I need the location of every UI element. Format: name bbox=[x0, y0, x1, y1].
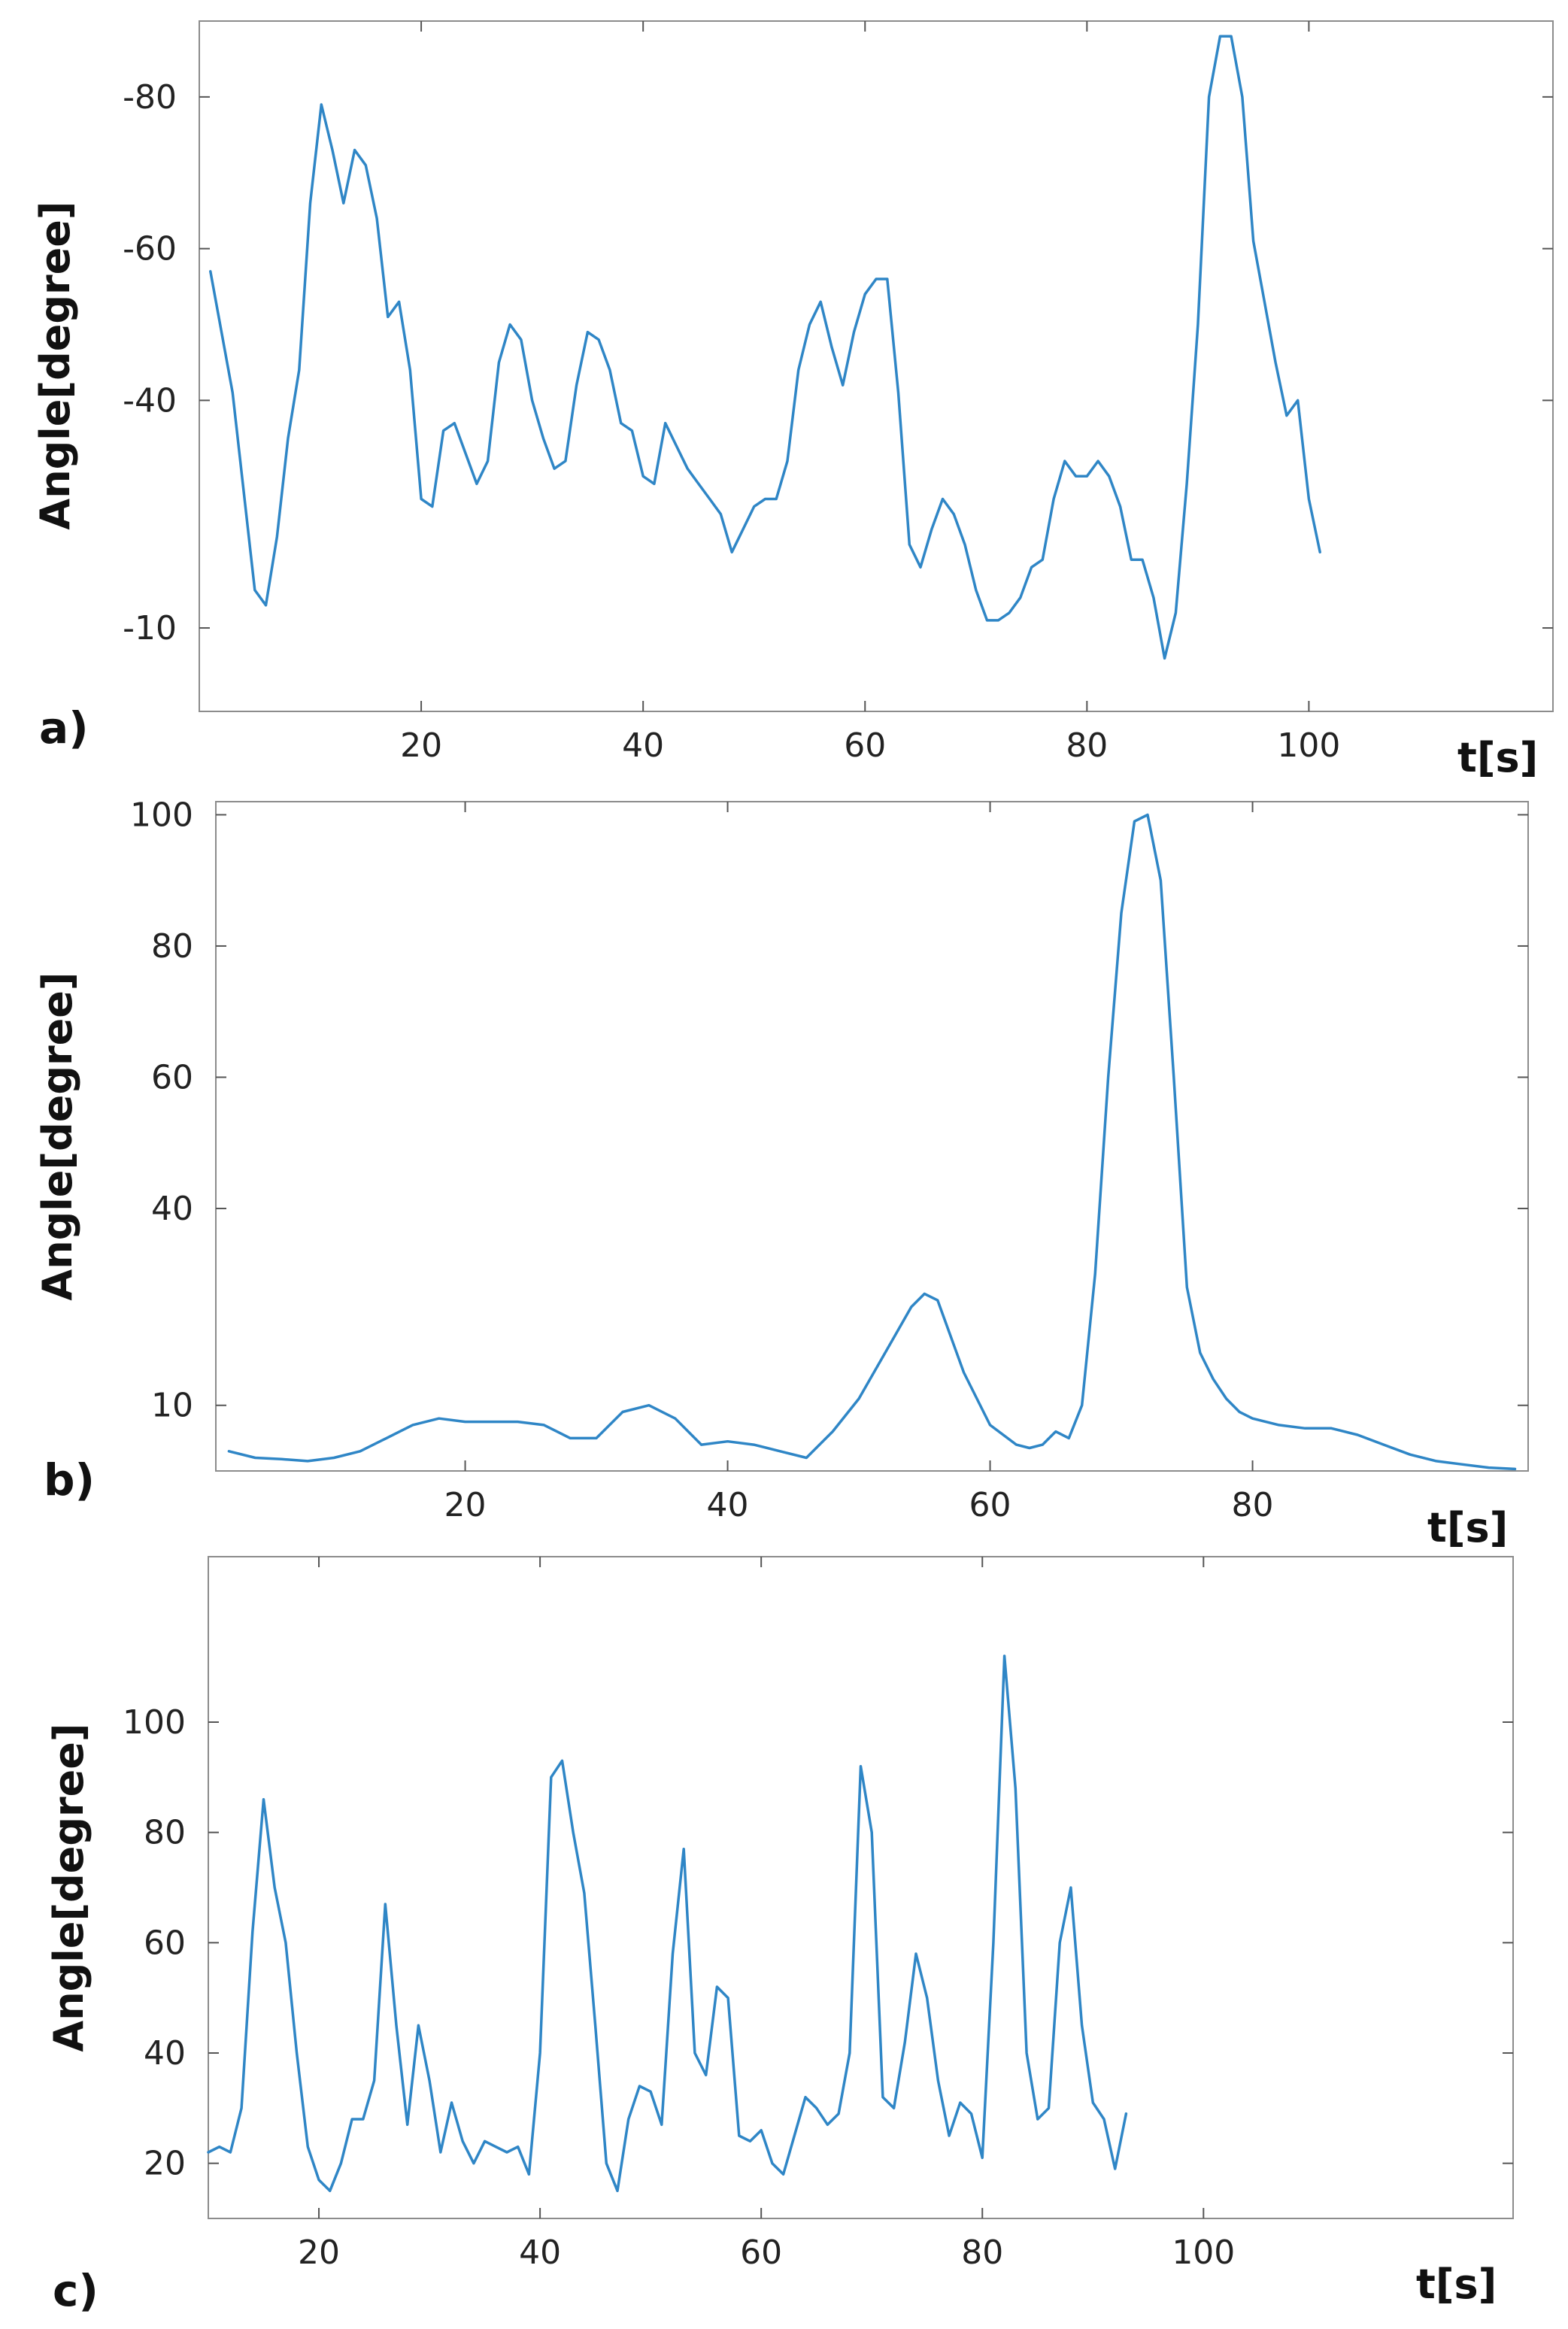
panel-a-y-axis-label: Angle[degree] bbox=[32, 201, 79, 529]
panel-a-x-tick-label: 60 bbox=[844, 726, 886, 765]
panel-c-y-tick-label: 60 bbox=[144, 1924, 186, 1962]
panel-c-x-tick-label: 40 bbox=[519, 2233, 561, 2272]
panel-c-x-tick-label: 80 bbox=[961, 2233, 1003, 2272]
panel-b-y-tick-label: 10 bbox=[151, 1387, 193, 1425]
panel-a-y-tick-label: -10 bbox=[123, 609, 177, 647]
panel-a-y-tick-label: -40 bbox=[123, 381, 177, 420]
panel-a-label: a) bbox=[39, 702, 89, 754]
panel-b: 10 40 60 80 100 20 40 60 80 Angle[degree] b) t[… bbox=[34, 796, 1529, 1551]
panel-b-angle-series bbox=[227, 813, 1517, 1471]
panel-c-x-axis-label: t[s] bbox=[1416, 2261, 1497, 2308]
panel-a-y-tick-label: -80 bbox=[123, 78, 177, 117]
panel-c: 20 40 60 80 100 20 40 60 80 100 Angle[degree] c)… bbox=[45, 1556, 1514, 2316]
panel-a-x-tick-label: 40 bbox=[622, 726, 664, 765]
panel-c-x-ticks: 20 40 60 80 100 bbox=[298, 1557, 1235, 2272]
panel-a-x-ticks: 20 40 60 80 100 bbox=[400, 21, 1340, 765]
panel-b-y-ticks: 10 40 60 80 100 bbox=[130, 796, 1528, 1425]
panel-b-x-ticks: 20 40 60 80 bbox=[444, 802, 1274, 1524]
panel-b-x-tick-label: 60 bbox=[969, 1486, 1011, 1524]
panel-b-y-tick-label: 100 bbox=[130, 796, 193, 834]
panel-c-y-ticks: 20 40 60 80 100 bbox=[123, 1703, 1513, 2183]
panel-a-x-tick-label: 20 bbox=[400, 726, 442, 765]
panel-c-label: c) bbox=[53, 2265, 99, 2316]
panel-b-y-tick-label: 60 bbox=[151, 1058, 193, 1096]
panel-a-x-axis-label: t[s] bbox=[1457, 734, 1538, 781]
panel-c-y-tick-label: 40 bbox=[144, 2034, 186, 2073]
panel-b-plot-frame bbox=[215, 801, 1529, 1472]
panel-b-x-axis-label: t[s] bbox=[1427, 1504, 1508, 1551]
panel-a-y-ticks: -80 -60 -40 -10 bbox=[123, 78, 1553, 647]
panel-c-x-tick-label: 100 bbox=[1172, 2233, 1235, 2272]
panel-b-y-tick-label: 80 bbox=[151, 927, 193, 966]
panel-a-y-tick-label: -60 bbox=[123, 230, 177, 268]
panel-b-x-tick-label: 20 bbox=[444, 1486, 487, 1524]
panel-a-plot-frame bbox=[199, 20, 1554, 712]
panel-c-plot-frame bbox=[208, 1556, 1514, 2219]
panel-a-x-tick-label: 80 bbox=[1066, 726, 1108, 765]
panel-c-y-tick-label: 100 bbox=[123, 1703, 186, 1742]
panel-b-x-tick-label: 80 bbox=[1232, 1486, 1274, 1524]
panel-c-x-tick-label: 20 bbox=[298, 2233, 340, 2272]
panel-c-y-tick-label: 20 bbox=[144, 2145, 186, 2183]
panel-b-label: b) bbox=[44, 1454, 95, 1506]
panel-c-x-tick-label: 60 bbox=[740, 2233, 782, 2272]
panel-a-x-tick-label: 100 bbox=[1277, 726, 1340, 765]
panel-b-y-tick-label: 40 bbox=[151, 1190, 193, 1228]
panel-a: -80 -60 -40 -10 20 40 60 80 100 Angle[degree] a… bbox=[32, 20, 1554, 781]
panel-c-y-axis-label: Angle[degree] bbox=[45, 1723, 93, 2052]
panel-c-y-tick-label: 80 bbox=[144, 1814, 186, 1852]
panel-b-y-axis-label: Angle[degree] bbox=[34, 972, 81, 1300]
panel-b-x-tick-label: 40 bbox=[707, 1486, 749, 1524]
panel-a-angle-series bbox=[209, 35, 1321, 660]
panel-c-angle-series bbox=[207, 1654, 1128, 2193]
